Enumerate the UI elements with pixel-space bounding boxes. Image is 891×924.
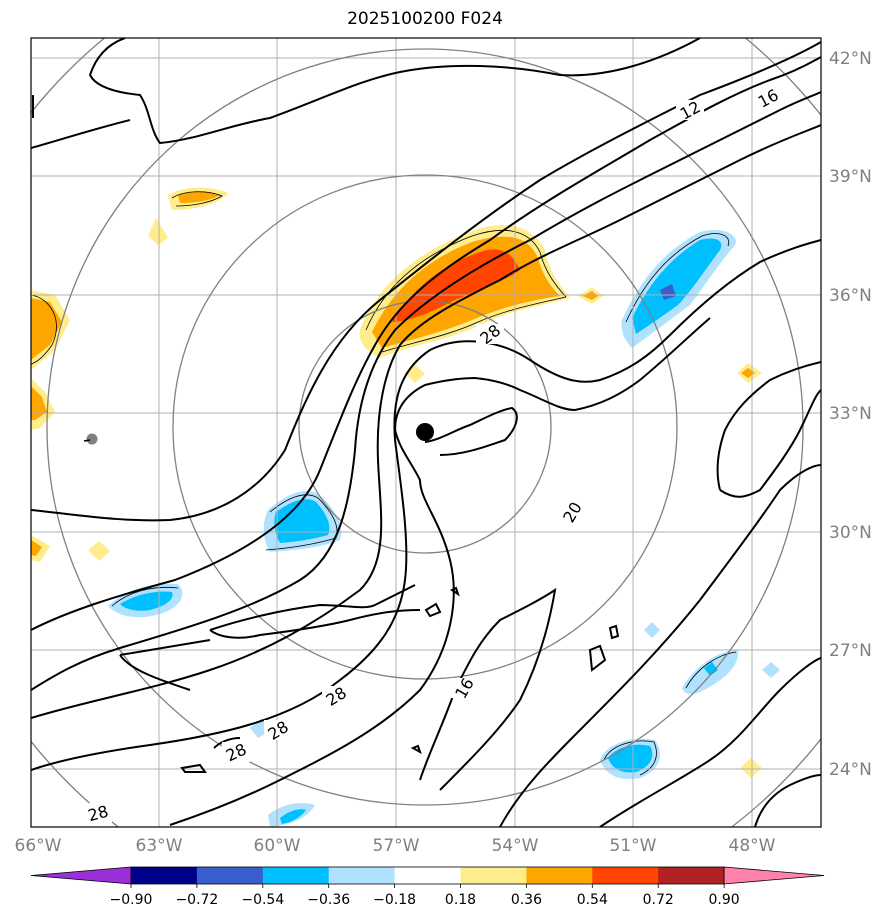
- secondary-center-marker: [86, 433, 98, 445]
- lat-label: 24°N: [829, 760, 872, 780]
- shade-blob-neg-se-core: [704, 662, 718, 676]
- lon-label: 51°W: [610, 836, 657, 856]
- shade-blob-pos-sliver: [148, 218, 168, 245]
- colorbar-tick-label: −0.18: [373, 892, 416, 908]
- colorbar-tick-label: 0.36: [511, 892, 542, 908]
- storm-center-marker: [416, 423, 434, 441]
- colorbar-tick-label: 0.18: [445, 892, 476, 908]
- colorbar-segment: [526, 867, 593, 884]
- lat-label: 36°N: [829, 286, 872, 306]
- colorbar-tick-label: −0.36: [307, 892, 350, 908]
- colorbar-segment: [262, 867, 330, 884]
- lon-label: 66°W: [15, 836, 62, 856]
- colorbar-tick-label: 0.72: [643, 892, 674, 908]
- colorbar-tick-label: 0.54: [577, 892, 608, 908]
- shade-blob-neg-ne-core: [632, 238, 722, 334]
- colorbar-extend-high: [723, 866, 825, 885]
- colorbar-tick-label: −0.54: [241, 892, 284, 908]
- colorbar-segment: [196, 867, 264, 884]
- longitude-labels: 66°W 63°W 60°W 57°W 54°W 51°W 48°W: [15, 836, 776, 856]
- shade-blob-pos-dot1: [88, 541, 110, 561]
- lat-label: 30°N: [829, 523, 872, 543]
- colorbar-tick-label: −0.90: [110, 892, 153, 908]
- contour-label-group: 12 16 28 20 16 28 28 28 28: [84, 85, 782, 825]
- contours: [31, 38, 821, 827]
- lat-label: 33°N: [829, 404, 872, 424]
- shade-blob-neg-ne-strong: [660, 284, 676, 300]
- shade-blob-neg-bottom-core: [280, 809, 306, 824]
- lat-label: 27°N: [829, 641, 872, 661]
- latitude-labels: 42°N 39°N 36°N 33°N 30°N 27°N 24°N: [829, 49, 872, 780]
- colorbar-segment: [394, 867, 461, 884]
- shading-outlines: [31, 191, 737, 776]
- lon-label: 48°W: [729, 836, 776, 856]
- lon-label: 60°W: [254, 836, 301, 856]
- lat-label: 39°N: [829, 167, 872, 187]
- colorbar-frame: [130, 866, 725, 885]
- graticule: [31, 38, 821, 827]
- colorbar-tick-label: −0.72: [175, 892, 218, 908]
- colorbar-segment: [328, 867, 396, 884]
- colorbar-tick-label: 0.90: [709, 892, 740, 908]
- secondary-center-tick: [83, 439, 91, 442]
- lon-label: 57°W: [373, 836, 420, 856]
- shade-blob-neg-dot2: [644, 622, 660, 638]
- lat-label: 42°N: [829, 49, 872, 69]
- colorbar-segment: [658, 867, 725, 884]
- plot-frame: [30, 37, 822, 828]
- shade-blob-pos-west3-core: [31, 540, 42, 556]
- shade-blob-neg-dot1: [762, 662, 780, 678]
- shade-blob-pos-dot4: [740, 758, 762, 778]
- colorbar-segment: [131, 867, 198, 884]
- colorbar: −0.90 −0.72 −0.54 −0.36 −0.18 0.18 0.36 0.54 0.7…: [30, 866, 825, 908]
- colorbar-extend-low: [30, 866, 132, 885]
- map-title: 2025100200 F024: [347, 9, 503, 29]
- lon-label: 63°W: [136, 836, 183, 856]
- contour-label: 28: [86, 802, 111, 826]
- shade-blob-pos-west2-core: [31, 386, 47, 420]
- colorbar-segment: [592, 867, 659, 884]
- shade-blob-pos-nw-core: [178, 191, 220, 203]
- lon-label: 54°W: [492, 836, 539, 856]
- colorbar-segment: [460, 867, 527, 884]
